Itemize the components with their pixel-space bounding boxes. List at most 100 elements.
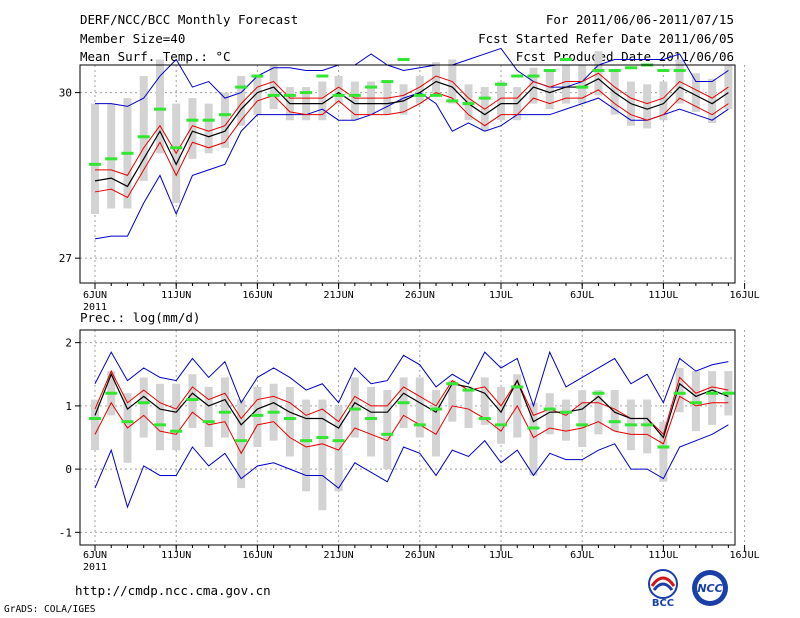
- x-tick-label: 11JUN: [161, 550, 191, 561]
- ensemble-spread-box: [529, 67, 538, 104]
- median-marker: [592, 391, 605, 395]
- median-marker: [235, 439, 248, 443]
- ensemble-spread-box: [480, 377, 489, 425]
- median-marker: [89, 417, 101, 421]
- median-marker: [348, 93, 361, 97]
- y-tick-label: 27: [59, 252, 72, 265]
- y-tick-label: 2: [65, 337, 72, 350]
- chart-title: DERF/NCC/BCC Monthly Forecast: [80, 12, 299, 27]
- ensemble-spread-box: [415, 377, 424, 438]
- median-marker: [153, 107, 166, 111]
- median-marker: [300, 439, 313, 443]
- median-marker: [137, 401, 150, 405]
- ensemble-mean-line: [94, 372, 729, 439]
- ensemble-spread-box: [220, 92, 229, 148]
- low-percentile-line: [94, 395, 729, 455]
- ensemble-spread-box: [204, 386, 213, 447]
- median-marker: [348, 407, 361, 411]
- median-marker: [446, 99, 459, 103]
- ensemble-spread-box: [708, 78, 717, 123]
- median-marker: [365, 417, 378, 421]
- median-marker: [608, 420, 621, 424]
- x-tick-label: 21JUN: [324, 290, 354, 301]
- ncc-logo-text: NCC: [697, 582, 722, 595]
- y-tick-label: 1: [65, 400, 72, 413]
- x-tick-label: 16JUL: [730, 550, 760, 561]
- ensemble-spread-box: [237, 76, 246, 126]
- median-marker: [251, 74, 264, 78]
- upper-envelope-line: [95, 47, 729, 107]
- median-marker: [300, 91, 313, 95]
- ensemble-spread-box: [285, 386, 294, 457]
- plot-frame: [79, 329, 736, 546]
- median-marker: [657, 445, 670, 449]
- ensemble-spread-box: [318, 81, 327, 121]
- median-marker: [235, 85, 248, 89]
- median-marker: [170, 146, 183, 150]
- ensemble-spread-box: [432, 62, 441, 96]
- ensemble-spread-box: [220, 377, 229, 438]
- x-tick-label: 16JUN: [242, 550, 272, 561]
- median-marker: [218, 410, 231, 414]
- ensemble-spread-box: [529, 402, 538, 476]
- ensemble-spread-box: [334, 405, 343, 492]
- median-marker: [511, 385, 524, 389]
- median-marker: [689, 401, 702, 405]
- precip-panel-title: Prec.: log(mm/d): [80, 310, 200, 325]
- x-tick-label: 6JUN: [83, 290, 107, 301]
- median-marker: [153, 423, 166, 427]
- median-marker: [446, 382, 459, 386]
- median-marker: [543, 407, 556, 411]
- ensemble-spread-box: [497, 81, 505, 121]
- median-marker: [495, 423, 507, 427]
- ensemble-spread-box: [350, 81, 359, 121]
- year-label: 2011: [83, 302, 107, 313]
- median-marker: [527, 74, 540, 78]
- ensemble-spread-box: [91, 399, 99, 451]
- x-tick-label: 6JUL: [570, 550, 594, 561]
- x-tick-label: 26JUN: [405, 290, 435, 301]
- ensemble-spread-box: [155, 383, 164, 451]
- ensemble-spread-box: [659, 81, 668, 121]
- median-marker: [576, 423, 589, 427]
- ensemble-spread-box: [172, 383, 181, 451]
- ensemble-spread-box: [415, 76, 424, 104]
- website-url[interactable]: http://cmdp.ncc.cma.gov.cn: [75, 583, 271, 598]
- median-marker: [381, 432, 394, 436]
- ensemble-spread-box: [367, 386, 376, 457]
- median-marker: [413, 93, 426, 97]
- ncc-logo-icon: NCC: [692, 570, 728, 606]
- ensemble-spread-box: [578, 390, 587, 447]
- median-marker: [641, 423, 654, 427]
- median-marker: [673, 391, 686, 395]
- median-marker: [105, 391, 118, 395]
- x-tick-label: 11JUN: [161, 290, 191, 301]
- ensemble-spread-box: [643, 399, 652, 454]
- ensemble-spread-box: [561, 65, 570, 104]
- median-marker: [89, 162, 101, 166]
- x-tick-label: 1JUL: [489, 550, 513, 561]
- median-marker: [381, 80, 394, 84]
- grads-credit: GrADS: COLA/IGES: [4, 604, 96, 615]
- x-tick-label: 16JUL: [730, 290, 760, 301]
- median-marker: [170, 429, 183, 433]
- lower-envelope-line: [94, 424, 729, 509]
- ensemble-spread-box: [545, 70, 554, 110]
- median-marker: [397, 401, 410, 405]
- median-marker: [559, 410, 572, 414]
- median-marker: [121, 151, 134, 155]
- bcc-logo-text: BCC: [652, 598, 674, 608]
- ensemble-spread-box: [350, 377, 359, 438]
- median-marker: [316, 436, 329, 439]
- x-tick-label: 26JUN: [405, 550, 435, 561]
- median-marker: [413, 423, 426, 427]
- x-tick-label: 6JUL: [570, 290, 594, 301]
- median-marker: [202, 118, 215, 122]
- median-marker: [430, 93, 443, 97]
- ensemble-spread-box: [139, 377, 148, 438]
- ensemble-spread-box: [691, 371, 700, 432]
- median-marker: [251, 413, 264, 417]
- median-marker: [283, 93, 296, 97]
- x-tick-label: 11JUL: [648, 290, 678, 301]
